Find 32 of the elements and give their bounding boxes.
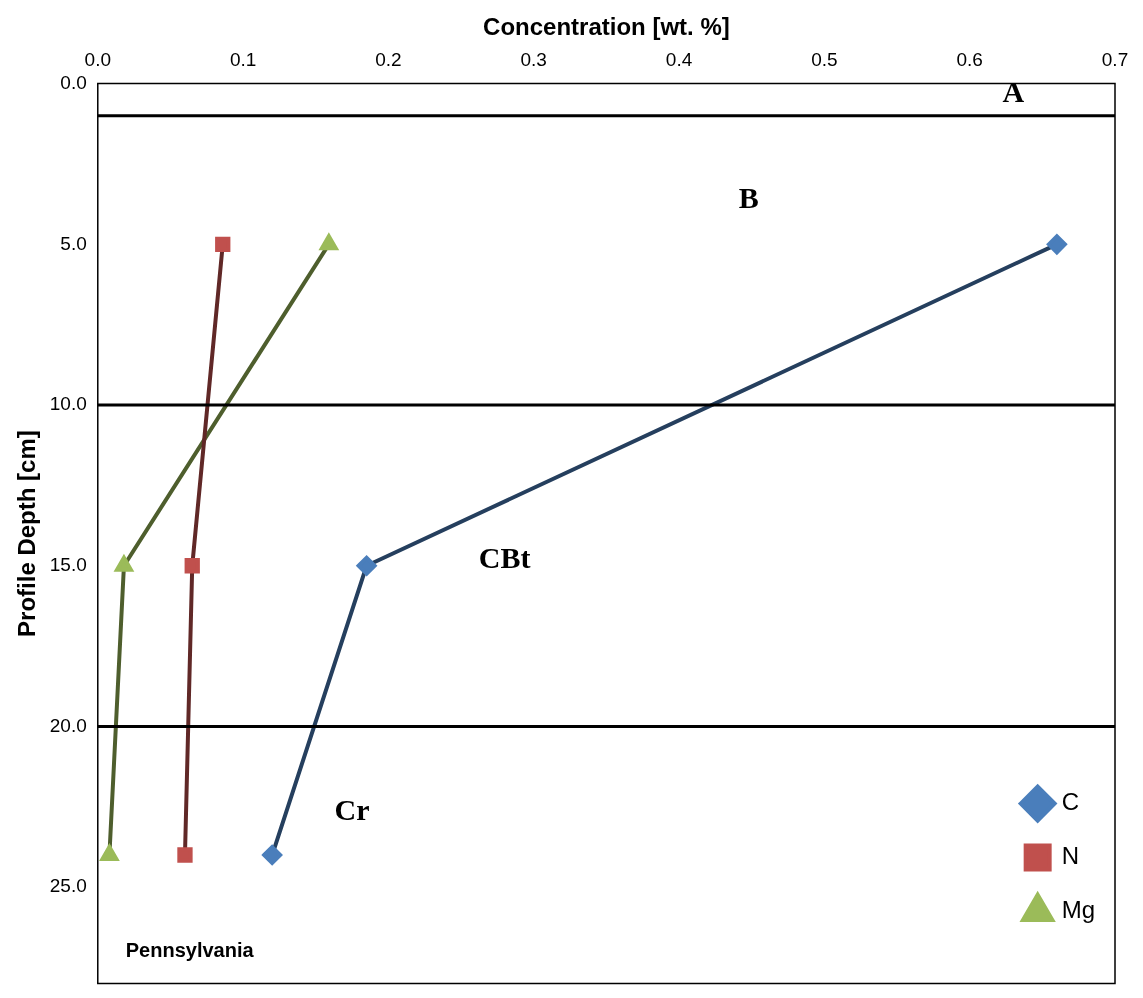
x-tick-label: 0.7 [1101, 49, 1129, 71]
x-tick-label: 0.2 [375, 49, 402, 71]
y-tick-label: 10.0 [49, 393, 87, 415]
x-tick-label: 0.0 [84, 49, 111, 71]
point [262, 845, 283, 866]
point [319, 234, 338, 251]
x-tick-label: 0.3 [520, 49, 547, 71]
x-tick-label: 0.1 [229, 49, 257, 71]
point [100, 845, 119, 862]
annotation: CBt [478, 541, 531, 575]
x-tick-label: 0.4 [665, 49, 693, 71]
point [184, 558, 200, 574]
y-axis-title: Profile Depth [cm] [13, 430, 41, 637]
annotation: A [1002, 75, 1025, 109]
x-axis-title: Concentration [wt. %] [483, 13, 730, 41]
point [177, 847, 193, 863]
y-tick-label: 0.0 [60, 71, 87, 93]
y-tick-label: 15.0 [49, 553, 87, 575]
annotation: Cr [334, 793, 370, 827]
y-tick-label: 20.0 [49, 714, 87, 736]
annotation: B [738, 181, 759, 215]
x-tick-label: 0.5 [811, 49, 838, 71]
legend-label: Mg [1061, 896, 1095, 924]
point [356, 555, 377, 576]
legend-label: C [1061, 788, 1079, 816]
y-tick-label: 5.0 [60, 232, 87, 254]
point [1046, 234, 1067, 255]
legend-label: N [1061, 842, 1079, 870]
x-tick-label: 0.6 [956, 49, 983, 71]
annotation: Pennsylvania [125, 939, 255, 962]
y-tick-label: 25.0 [49, 875, 87, 897]
point [215, 236, 231, 252]
